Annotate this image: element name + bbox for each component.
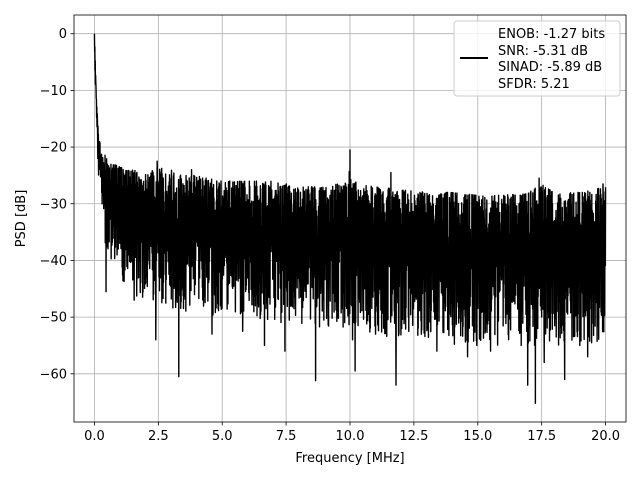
x-tick-label: 15.0	[463, 429, 492, 444]
x-tick-label: 17.5	[527, 429, 556, 444]
psd-series	[93, 33, 607, 404]
y-tick-label: −30	[40, 197, 67, 212]
legend-line-sinad: SINAD: -5.89 dB	[498, 60, 602, 75]
x-axis-label: Frequency [MHz]	[295, 451, 404, 466]
y-axis-ticks: 0 −10 −20 −30 −40 −50 −60	[40, 27, 74, 382]
x-axis-ticks: 0.0 2.5 5.0 7.5 10.0 12.5 15.0 17.5 20.0	[84, 422, 620, 444]
y-tick-label: −20	[40, 141, 67, 156]
x-tick-label: 5.0	[212, 429, 233, 444]
x-tick-label: 12.5	[399, 429, 428, 444]
legend-box	[453, 20, 621, 97]
legend-line-sfdr: SFDR: 5.21	[498, 77, 570, 92]
y-tick-label: −10	[40, 84, 67, 99]
x-tick-label: 20.0	[591, 429, 620, 444]
x-tick-label: 0.0	[84, 429, 105, 444]
psd-line	[93, 33, 607, 404]
legend: ENOB: -1.27 bits SNR: -5.31 dB SINAD: -5…	[453, 20, 621, 97]
y-tick-label: −40	[40, 254, 67, 269]
y-tick-label: −50	[40, 311, 67, 326]
legend-line-snr: SNR: -5.31 dB	[498, 44, 588, 59]
y-tick-label: −60	[40, 367, 67, 382]
y-tick-label: 0	[59, 27, 67, 42]
x-tick-label: 2.5	[148, 429, 169, 444]
x-tick-label: 7.5	[276, 429, 297, 444]
legend-line-enob: ENOB: -1.27 bits	[498, 27, 605, 42]
x-tick-label: 10.0	[336, 429, 365, 444]
y-axis-label: PSD [dB]	[14, 190, 29, 248]
